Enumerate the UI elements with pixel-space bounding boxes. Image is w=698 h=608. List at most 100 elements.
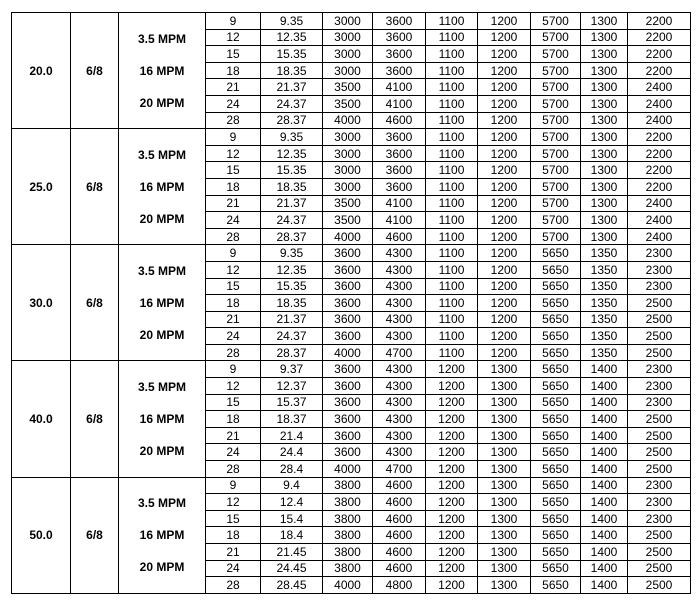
table-cell: 9.4 <box>260 476 323 495</box>
speed-label: 3.5 MPM <box>137 380 186 395</box>
table-row: 18 18.4 3800 4600 1200 1300 5650 1400 2500 <box>12 526 691 544</box>
table-cell: 4300 <box>372 294 426 312</box>
table-cell: 1350 <box>580 310 628 329</box>
table-cell: 5700 <box>530 94 581 113</box>
table-cell: 1200 <box>425 543 478 561</box>
table-cell: 4700 <box>372 460 426 478</box>
table-cell: 5650 <box>530 277 581 296</box>
table-cell: 3000 <box>322 144 373 163</box>
table-cell: 3000 <box>322 177 373 196</box>
table-cell: 5650 <box>530 426 581 445</box>
table-cell: 2500 <box>627 426 691 445</box>
table-cell: 15 <box>205 277 261 296</box>
speed-label: 3.5 MPM <box>137 31 186 46</box>
table-cell: 1200 <box>477 177 531 196</box>
size-cell: 30.0 <box>11 244 71 362</box>
table-cell: 1200 <box>425 493 478 511</box>
table-cell: 5700 <box>530 144 581 163</box>
table-cell: 1300 <box>477 493 531 511</box>
table-cell: 1200 <box>477 45 531 63</box>
table-cell: 4300 <box>372 310 426 329</box>
speed-label: 16 MPM <box>139 63 185 78</box>
table-cell: 3600 <box>322 426 373 445</box>
table-cell: 1400 <box>580 393 628 412</box>
table-cell: 1200 <box>477 211 531 229</box>
table-cell: 1100 <box>425 28 478 47</box>
table-cell: 12 <box>205 260 261 279</box>
table-cell: 2500 <box>627 576 691 594</box>
table-cell: 21 <box>205 78 261 96</box>
table-cell: 24.37 <box>260 94 323 113</box>
table-cell: 5650 <box>530 526 581 544</box>
table-cell: 2400 <box>627 194 691 213</box>
table-cell: 21.37 <box>260 310 323 329</box>
table-cell: 24 <box>205 211 261 229</box>
table-cell: 1300 <box>477 460 531 478</box>
size-cell: 50.0 <box>11 476 71 594</box>
table-cell: 28.37 <box>260 227 323 246</box>
table-cell: 2300 <box>627 509 691 528</box>
table-cell: 15 <box>205 509 261 528</box>
table-cell: 18 <box>205 410 261 428</box>
table-row: 40.0 6/8 3.5 MPM 16 MPM 20 MPM 9 9.37 3600 4300 1… <box>11 360 691 478</box>
table-row: 15 15.35 3000 3600 1100 1200 5700 1300 2200 <box>12 45 691 63</box>
table-cell: 5650 <box>530 460 581 478</box>
table-cell: 28.45 <box>260 576 323 594</box>
table-cell: 12.37 <box>260 377 323 395</box>
table-row: 15 15.37 3600 4300 1200 1300 5650 1400 2300 <box>12 393 691 412</box>
table-cell: 5700 <box>530 12 581 30</box>
speed-label: 3.5 MPM <box>137 263 186 278</box>
table-cell: 1200 <box>425 460 478 478</box>
table-cell: 1200 <box>477 227 531 246</box>
table-cell: 18.4 <box>260 526 323 544</box>
speeds-cell: 3.5 MPM 16 MPM 20 MPM <box>118 476 206 594</box>
table-cell: 28 <box>205 227 261 246</box>
table-cell: 1200 <box>425 576 478 594</box>
table-cell: 18.35 <box>260 294 323 312</box>
table-cell: 1350 <box>580 327 628 345</box>
table-cell: 1100 <box>425 61 478 80</box>
table-cell: 4600 <box>372 227 426 246</box>
table-cell: 2200 <box>627 28 691 47</box>
table-cell: 18 <box>205 177 261 196</box>
specification-table: 20.0 6/8 3.5 MPM 16 MPM 20 MPM 9 9.35 3000 3600 1… <box>11 11 691 594</box>
table-cell: 2500 <box>627 327 691 345</box>
table-cell: 1200 <box>477 244 531 262</box>
table-cell: 1300 <box>580 211 628 229</box>
table-cell: 3000 <box>322 128 373 146</box>
table-cell: 3800 <box>322 543 373 561</box>
table-cell: 1300 <box>477 377 531 395</box>
table-cell: 1350 <box>580 294 628 312</box>
table-row: 50.0 6/8 3.5 MPM 16 MPM 20 MPM 9 9.4 3800 4600 12… <box>11 476 691 594</box>
table-cell: 3500 <box>322 211 373 229</box>
table-row: 28 28.37 4000 4700 1100 1200 5650 1350 2500 <box>12 343 691 362</box>
table-cell: 24 <box>205 559 261 578</box>
table-cell: 1300 <box>580 161 628 179</box>
table-cell: 1100 <box>425 211 478 229</box>
table-cell: 1350 <box>580 277 628 296</box>
table-cell: 2300 <box>627 360 691 379</box>
table-cell: 21 <box>205 426 261 445</box>
table-cell: 2500 <box>627 294 691 312</box>
table-row: 28 28.37 4000 4600 1100 1200 5700 1300 2400 <box>12 111 691 130</box>
table-cell: 1200 <box>477 194 531 213</box>
table-cell: 1400 <box>580 410 628 428</box>
table-cell: 1300 <box>580 94 628 113</box>
table-cell: 3600 <box>372 177 426 196</box>
table-cell: 5700 <box>530 211 581 229</box>
table-cell: 1300 <box>477 576 531 594</box>
table-cell: 4000 <box>322 111 373 130</box>
table-cell: 2200 <box>627 12 691 30</box>
table-cell: 4600 <box>372 543 426 561</box>
table-cell: 2300 <box>627 476 691 495</box>
table-cell: 1100 <box>425 161 478 179</box>
table-cell: 1100 <box>425 177 478 196</box>
table-cell: 4000 <box>322 460 373 478</box>
table-cell: 18 <box>205 526 261 544</box>
table-cell: 5650 <box>530 509 581 528</box>
speed-label: 3.5 MPM <box>137 147 186 162</box>
table-cell: 4100 <box>372 211 426 229</box>
table-cell: 3600 <box>372 144 426 163</box>
table-cell: 12 <box>205 28 261 47</box>
table-cell: 1400 <box>580 476 628 495</box>
